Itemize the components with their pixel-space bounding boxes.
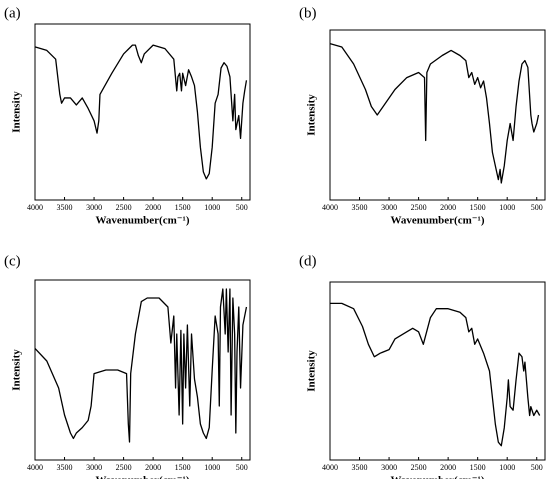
x-tick-label: 3500 — [352, 203, 368, 212]
panel-label: (c) — [4, 253, 21, 269]
x-tick-label: 4000 — [322, 203, 338, 212]
x-tick-label: 1500 — [470, 203, 486, 212]
x-tick-label: 2500 — [411, 463, 427, 472]
x-axis-label: Wavenumber(cm⁻¹) — [390, 215, 484, 227]
x-tick-label: 3000 — [86, 203, 102, 212]
x-tick-label: 2500 — [116, 203, 132, 212]
panel-label: (d) — [299, 253, 317, 269]
x-tick-label: 1500 — [175, 203, 191, 212]
x-axis-label: Wavenumber(cm⁻¹) — [95, 215, 189, 227]
spectrum-line — [34, 44, 248, 180]
x-tick-label: 2000 — [440, 203, 456, 212]
x-tick-label: 1500 — [175, 463, 191, 472]
x-tick-label: 2000 — [145, 463, 161, 472]
x-tick-label: 2000 — [440, 463, 456, 472]
x-axis-label: Wavenumber(cm⁻¹) — [95, 475, 189, 479]
plot-frame — [34, 279, 251, 461]
plot-frame — [329, 281, 546, 461]
x-tick-label: 500 — [236, 203, 248, 212]
x-tick-label: 3000 — [381, 203, 397, 212]
plot-frame — [34, 23, 251, 201]
spectrum-line — [329, 42, 540, 184]
x-tick-label: 4000 — [27, 463, 43, 472]
x-tick-label: 2000 — [145, 203, 161, 212]
x-axis-label: Wavenumber(cm⁻¹) — [390, 475, 484, 479]
spectrum-line — [330, 302, 541, 447]
x-tick-label: 3000 — [86, 463, 102, 472]
x-tick-label: 3500 — [352, 463, 368, 472]
x-tick-label: 1500 — [470, 463, 486, 472]
x-tick-label: 1000 — [204, 463, 220, 472]
panel-label: (a) — [4, 5, 21, 21]
x-tick-label: 4000 — [27, 203, 43, 212]
panel-label: (b) — [299, 5, 317, 21]
x-tick-label: 500 — [531, 203, 543, 212]
x-tick-label: 2500 — [116, 463, 132, 472]
x-tick-label: 3500 — [57, 203, 73, 212]
x-tick-label: 500 — [236, 463, 248, 472]
x-tick-label: 2500 — [411, 203, 427, 212]
x-tick-label: 500 — [531, 463, 543, 472]
spectrum-line — [34, 288, 248, 443]
x-tick-label: 3500 — [57, 463, 73, 472]
plot-frame — [329, 29, 546, 201]
y-axis-label: Intensity — [11, 349, 23, 391]
y-axis-label: Intensity — [306, 350, 318, 392]
x-tick-label: 3000 — [381, 463, 397, 472]
x-tick-label: 1000 — [499, 463, 515, 472]
y-axis-label: Intensity — [306, 94, 318, 136]
x-tick-label: 4000 — [322, 463, 338, 472]
x-tick-label: 1000 — [204, 203, 220, 212]
y-axis-label: Intensity — [11, 91, 23, 133]
x-tick-label: 1000 — [499, 203, 515, 212]
